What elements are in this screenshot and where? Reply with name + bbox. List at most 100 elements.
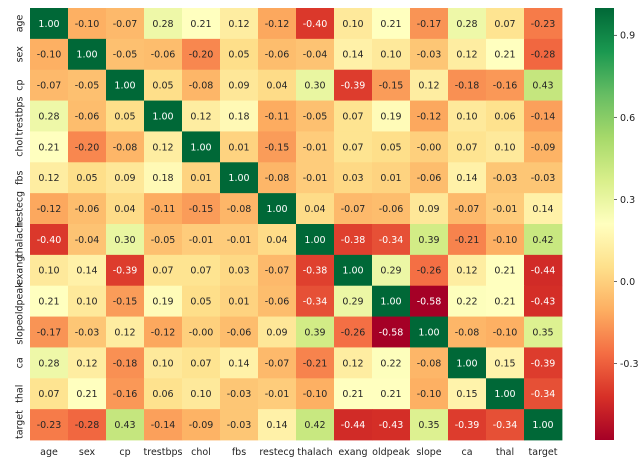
heatmap-cell-thal-fbs xyxy=(220,378,259,410)
cell-value-label: -0.10 xyxy=(417,389,442,400)
heatmap-cell-exang-restecg xyxy=(258,254,297,287)
heatmap-cell-fbs-trestbps xyxy=(144,162,183,194)
heatmap-cell-oldpeak-chol xyxy=(182,285,221,317)
x-tick-label-thal: thal xyxy=(496,447,514,458)
heatmap-cell-restecg-trestbps xyxy=(144,193,183,225)
cell-value-label: 0.21 xyxy=(190,19,211,30)
cell-value-label: -0.07 xyxy=(113,19,138,30)
heatmap-cell-thalach-exang xyxy=(334,224,373,256)
heatmap-cell-cp-thal xyxy=(486,69,525,101)
cell-value-label: 0.05 xyxy=(114,111,135,122)
cell-value-label: 0.12 xyxy=(152,142,173,153)
heatmap-cell-fbs-slope xyxy=(410,162,449,194)
cell-value-label: 0.39 xyxy=(304,327,325,338)
cell-value-label: -0.00 xyxy=(417,142,442,153)
cell-value-label: -0.11 xyxy=(151,204,176,215)
cell-value-label: 0.04 xyxy=(304,204,325,215)
cell-value-label: 0.29 xyxy=(380,266,401,277)
cell-value-label: -0.08 xyxy=(417,358,442,369)
heatmap-cell-restecg-fbs xyxy=(220,193,259,225)
heatmap-cell-sex-fbs xyxy=(220,38,259,71)
heatmap-cell-age-thal xyxy=(486,8,525,40)
cell-value-label: 0.21 xyxy=(494,266,515,277)
cell-value-label: -0.03 xyxy=(227,389,252,400)
colorbar-tick-label: 0.0 xyxy=(620,277,635,288)
cell-value-label: 1.00 xyxy=(228,173,249,184)
cell-value-label: 0.10 xyxy=(190,389,211,400)
cell-value-label: -0.38 xyxy=(341,235,366,246)
cell-value-label: -0.05 xyxy=(151,235,176,246)
cell-value-label: 0.14 xyxy=(228,358,249,369)
heatmap-cell-oldpeak-target xyxy=(524,285,563,317)
cell-value-label: 0.35 xyxy=(532,327,553,338)
heatmap-cell-cp-restecg xyxy=(258,69,297,101)
heatmap-cell-restecg-thal xyxy=(486,193,525,225)
heatmap-cell-sex-ca xyxy=(448,38,487,71)
heatmap-cell-thalach-restecg xyxy=(258,224,297,256)
heatmap-cell-chol-ca xyxy=(448,131,487,163)
cell-value-label: 0.12 xyxy=(76,358,97,369)
heatmap-cell-sex-trestbps xyxy=(144,38,183,71)
y-tick-label-fbs: fbs xyxy=(15,170,26,184)
heatmap-cell-thalach-trestbps xyxy=(144,224,183,256)
heatmap-cell-slope-oldpeak xyxy=(372,316,411,348)
heatmap-cell-slope-slope xyxy=(410,316,449,348)
heatmap-cell-cp-trestbps xyxy=(144,69,183,101)
cell-value-label: 0.42 xyxy=(304,420,325,431)
cell-value-label: 0.19 xyxy=(152,297,173,308)
cell-value-label: -0.17 xyxy=(417,19,442,30)
cell-value-label: 0.05 xyxy=(76,173,97,184)
heatmap-cell-slope-chol xyxy=(182,316,221,348)
cell-value-label: 0.42 xyxy=(532,235,553,246)
heatmap-cell-ca-restecg xyxy=(258,347,297,379)
y-tick-label-oldpeak: oldpeak xyxy=(15,282,26,320)
heatmap-cell-trestbps-restecg xyxy=(258,100,297,132)
cell-value-label: 0.15 xyxy=(494,358,515,369)
heatmap-cell-cp-age xyxy=(30,69,69,101)
heatmap-cell-trestbps-trestbps xyxy=(144,100,183,132)
heatmap-cell-chol-sex xyxy=(68,131,107,163)
cell-value-label: 0.35 xyxy=(418,420,439,431)
heatmap-cell-thalach-sex xyxy=(68,224,107,256)
heatmap-cell-exang-exang xyxy=(334,254,373,287)
cell-value-label: 0.14 xyxy=(76,266,97,277)
cell-value-label: 0.14 xyxy=(456,173,477,184)
heatmap-cell-sex-chol xyxy=(182,38,221,71)
heatmap-cell-slope-trestbps xyxy=(144,316,183,348)
heatmap-cell-trestbps-oldpeak xyxy=(372,100,411,132)
heatmap-cell-age-chol xyxy=(182,8,221,40)
heatmap-cell-fbs-fbs xyxy=(220,162,259,194)
cell-value-label: -0.44 xyxy=(531,266,556,277)
cell-value-label: 0.14 xyxy=(342,50,363,61)
cell-value-label: 0.04 xyxy=(114,204,135,215)
heatmap-cell-thal-target xyxy=(524,378,563,410)
heatmap-cell-slope-restecg xyxy=(258,316,297,348)
heatmap-cell-fbs-cp xyxy=(106,162,145,194)
cell-value-label: 0.28 xyxy=(152,19,173,30)
heatmap-cell-thalach-thal xyxy=(486,224,525,256)
heatmap-cell-thal-chol xyxy=(182,378,221,410)
colorbar: 0.9 0.6 0.3 0.0 -0.3 xyxy=(595,8,639,440)
heatmap-cell-ca-age xyxy=(30,347,69,379)
heatmap-cell-thal-slope xyxy=(410,378,449,410)
cell-value-label: -0.12 xyxy=(265,19,290,30)
cell-value-label: -0.01 xyxy=(227,235,252,246)
cell-value-label: 0.21 xyxy=(494,50,515,61)
heatmap-cell-chol-thalach xyxy=(296,131,335,163)
cell-value-label: 1.00 xyxy=(38,19,59,30)
cell-value-label: -0.00 xyxy=(189,327,214,338)
cell-value-label: -0.26 xyxy=(341,327,366,338)
cell-value-label: 0.10 xyxy=(380,50,401,61)
cell-value-label: 0.28 xyxy=(456,19,477,30)
cell-value-label: 0.12 xyxy=(456,50,477,61)
cell-value-label: 0.07 xyxy=(190,266,211,277)
cell-value-label: -0.05 xyxy=(303,111,328,122)
colorbar-tick-label: 0.3 xyxy=(620,195,635,206)
cell-value-label: -0.18 xyxy=(455,81,480,92)
cell-value-label: -0.23 xyxy=(37,420,62,431)
cell-value-label: -0.14 xyxy=(151,420,176,431)
heatmap-cell-cp-sex xyxy=(68,69,107,101)
heatmap-cell-slope-cp xyxy=(106,316,145,348)
cell-value-label: 1.00 xyxy=(152,111,173,122)
cell-value-label: 1.00 xyxy=(456,358,477,369)
